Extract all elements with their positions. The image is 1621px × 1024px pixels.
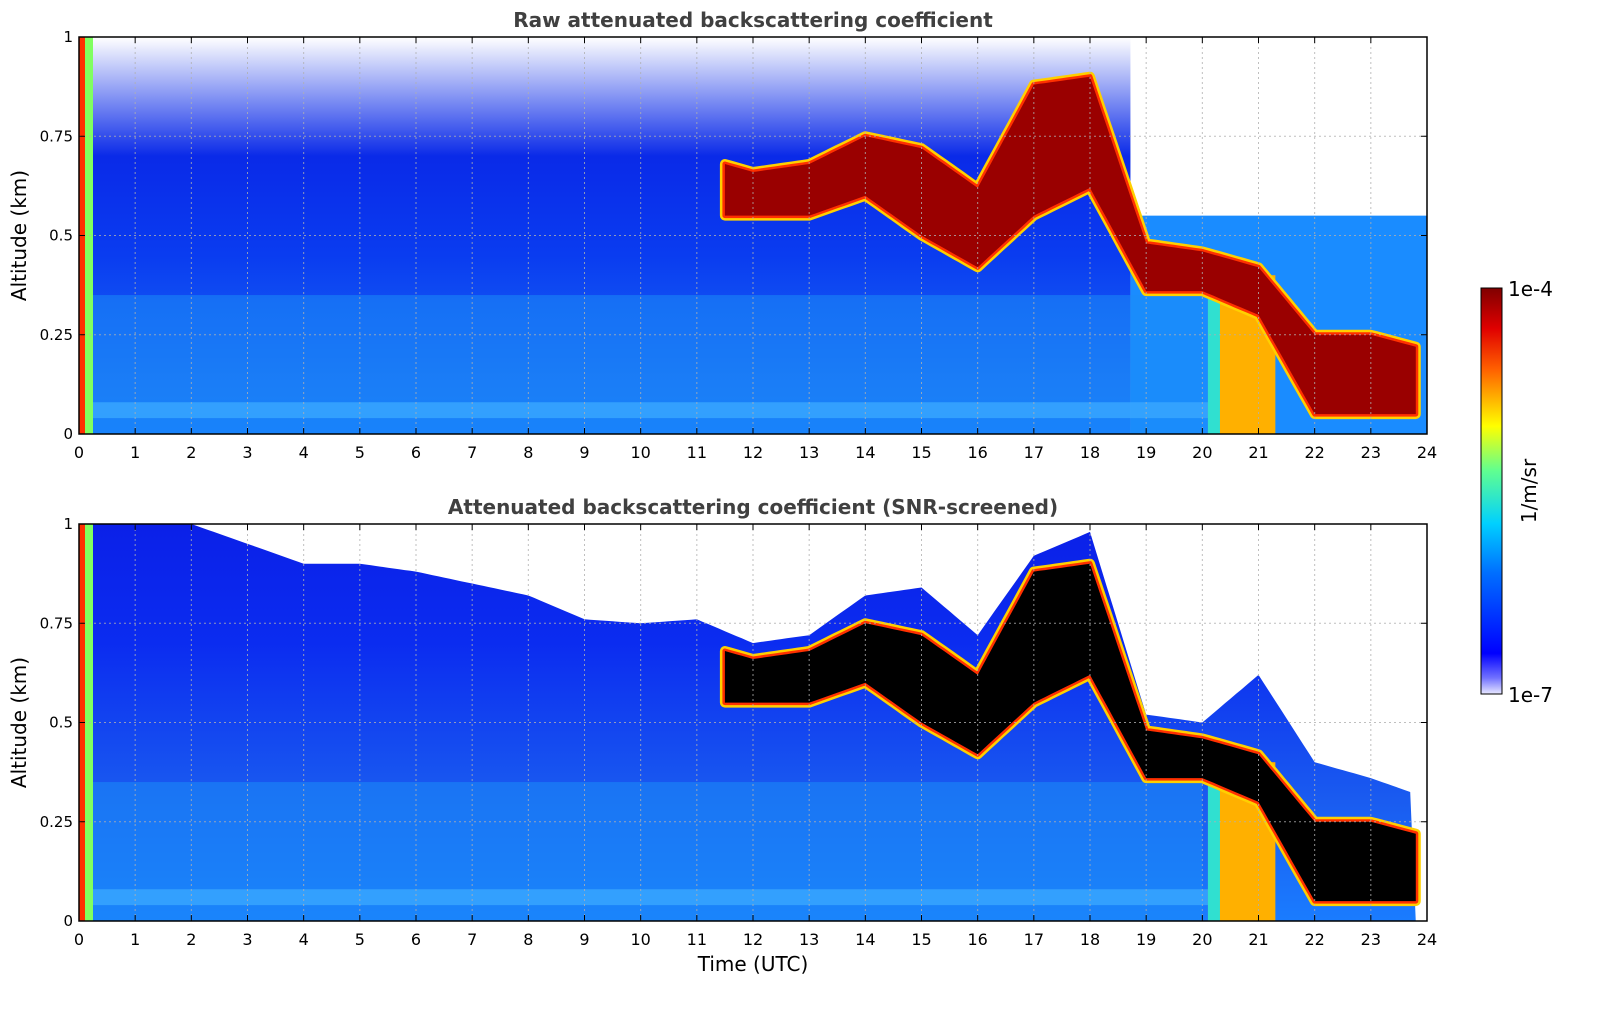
x-tick-label: 0 bbox=[74, 443, 84, 462]
x-tick-label: 7 bbox=[467, 443, 477, 462]
y-tick-label: 0.25 bbox=[40, 326, 73, 344]
x-tick-label: 16 bbox=[967, 930, 987, 949]
x-tick-label: 12 bbox=[743, 930, 763, 949]
x-tick-label: 12 bbox=[743, 443, 763, 462]
late-aerosol-edge bbox=[1207, 762, 1220, 921]
x-tick-label: 5 bbox=[355, 443, 365, 462]
x-tick-label: 11 bbox=[687, 930, 707, 949]
grid bbox=[78, 523, 1428, 922]
x-tick-label: 20 bbox=[1192, 443, 1212, 462]
x-tick-label: 19 bbox=[1136, 443, 1156, 462]
x-tick-label: 4 bbox=[299, 443, 309, 462]
x-tick-label: 14 bbox=[855, 930, 875, 949]
y-tick-label: 0 bbox=[63, 912, 73, 930]
y-tick-label: 0.75 bbox=[40, 614, 73, 632]
x-tick-label: 17 bbox=[1024, 930, 1044, 949]
x-tick-label: 20 bbox=[1192, 930, 1212, 949]
colorbar-min-label: 1e-7 bbox=[1508, 683, 1553, 707]
x-tick-label: 23 bbox=[1361, 930, 1381, 949]
late-aerosol-edge bbox=[1207, 275, 1220, 434]
x-tick-label: 7 bbox=[467, 930, 477, 949]
x-tick-label: 21 bbox=[1248, 930, 1268, 949]
panel-screened: 0 1 2 3 4 5 6 7 8 9 10 11 12 13 14 15 16 17 18 19 20 21 22 23 24… bbox=[7, 495, 1437, 976]
x-tick-label: 21 bbox=[1248, 443, 1268, 462]
x-tick-label: 6 bbox=[411, 930, 421, 949]
cloud-layer-core bbox=[724, 76, 1416, 415]
x-tick-label: 14 bbox=[855, 443, 875, 462]
x-axis-label: Time (UTC) bbox=[697, 952, 809, 976]
x-tick-label: 22 bbox=[1304, 930, 1324, 949]
x-tick-label: 15 bbox=[911, 443, 931, 462]
x-tick-label: 24 bbox=[1417, 443, 1437, 462]
surface-band bbox=[79, 889, 1214, 906]
colorbar: 1e-4 1e-7 1/m/sr bbox=[1480, 277, 1553, 707]
y-tick-label: 0.5 bbox=[49, 227, 73, 245]
x-tick-label: 18 bbox=[1080, 443, 1100, 462]
chart-title: Attenuated backscattering coefficient (S… bbox=[448, 495, 1058, 519]
x-tick-label: 13 bbox=[799, 930, 819, 949]
x-tick-label: 1 bbox=[130, 930, 140, 949]
y-axis-label: Altitude (km) bbox=[7, 170, 31, 301]
y-tick-label: 0.5 bbox=[49, 714, 73, 732]
x-tick-label: 0 bbox=[74, 930, 84, 949]
x-tick-label: 13 bbox=[799, 443, 819, 462]
x-tick-label: 8 bbox=[523, 930, 533, 949]
axes: 0 1 2 3 4 5 6 7 8 9 10 11 12 13 14 15 16 17 18 19 20 21 22 23 24… bbox=[40, 28, 1438, 462]
x-tick-label: 6 bbox=[411, 443, 421, 462]
x-tick-label: 4 bbox=[299, 930, 309, 949]
x-tick-label: 15 bbox=[911, 930, 931, 949]
y-tick-label: 0.75 bbox=[40, 127, 73, 145]
y-tick-label: 1 bbox=[63, 515, 73, 533]
y-tick-label: 0.25 bbox=[40, 813, 73, 831]
x-tick-label: 9 bbox=[579, 443, 589, 462]
colorbar-unit-label: 1/m/sr bbox=[1517, 458, 1541, 523]
x-tick-label: 17 bbox=[1024, 443, 1044, 462]
colorbar-gradient bbox=[1480, 287, 1503, 695]
x-tick-label: 5 bbox=[355, 930, 365, 949]
x-tick-label: 10 bbox=[630, 930, 650, 949]
x-tick-label: 9 bbox=[579, 930, 589, 949]
x-tick-label: 2 bbox=[186, 443, 196, 462]
x-tick-label: 11 bbox=[687, 443, 707, 462]
x-tick-label: 3 bbox=[242, 930, 252, 949]
axes: 0 1 2 3 4 5 6 7 8 9 10 11 12 13 14 15 16 17 18 19 20 21 22 23 24… bbox=[40, 515, 1438, 949]
panels: 0 1 2 3 4 5 6 7 8 9 10 11 12 13 14 15 16 17 18 19 20 21 22 23 24… bbox=[7, 8, 1437, 976]
panel-raw: 0 1 2 3 4 5 6 7 8 9 10 11 12 13 14 15 16 17 18 19 20 21 22 23 24… bbox=[7, 8, 1437, 462]
x-tick-label: 1 bbox=[130, 443, 140, 462]
x-tick-label: 3 bbox=[242, 443, 252, 462]
y-axis-label: Altitude (km) bbox=[7, 657, 31, 788]
colorbar-max-label: 1e-4 bbox=[1508, 277, 1553, 301]
x-tick-label: 10 bbox=[630, 443, 650, 462]
x-tick-label: 18 bbox=[1080, 930, 1100, 949]
x-tick-label: 23 bbox=[1361, 443, 1381, 462]
x-tick-label: 24 bbox=[1417, 930, 1437, 949]
x-tick-label: 22 bbox=[1304, 443, 1324, 462]
x-tick-label: 16 bbox=[967, 443, 987, 462]
surface-band bbox=[79, 402, 1214, 419]
x-tick-label: 2 bbox=[186, 930, 196, 949]
y-tick-label: 1 bbox=[63, 28, 73, 46]
chart-title: Raw attenuated backscattering coefficien… bbox=[513, 8, 993, 32]
y-tick-label: 0 bbox=[63, 425, 73, 443]
x-tick-label: 19 bbox=[1136, 930, 1156, 949]
x-tick-label: 8 bbox=[523, 443, 533, 462]
cloud-layer-core bbox=[724, 563, 1416, 902]
